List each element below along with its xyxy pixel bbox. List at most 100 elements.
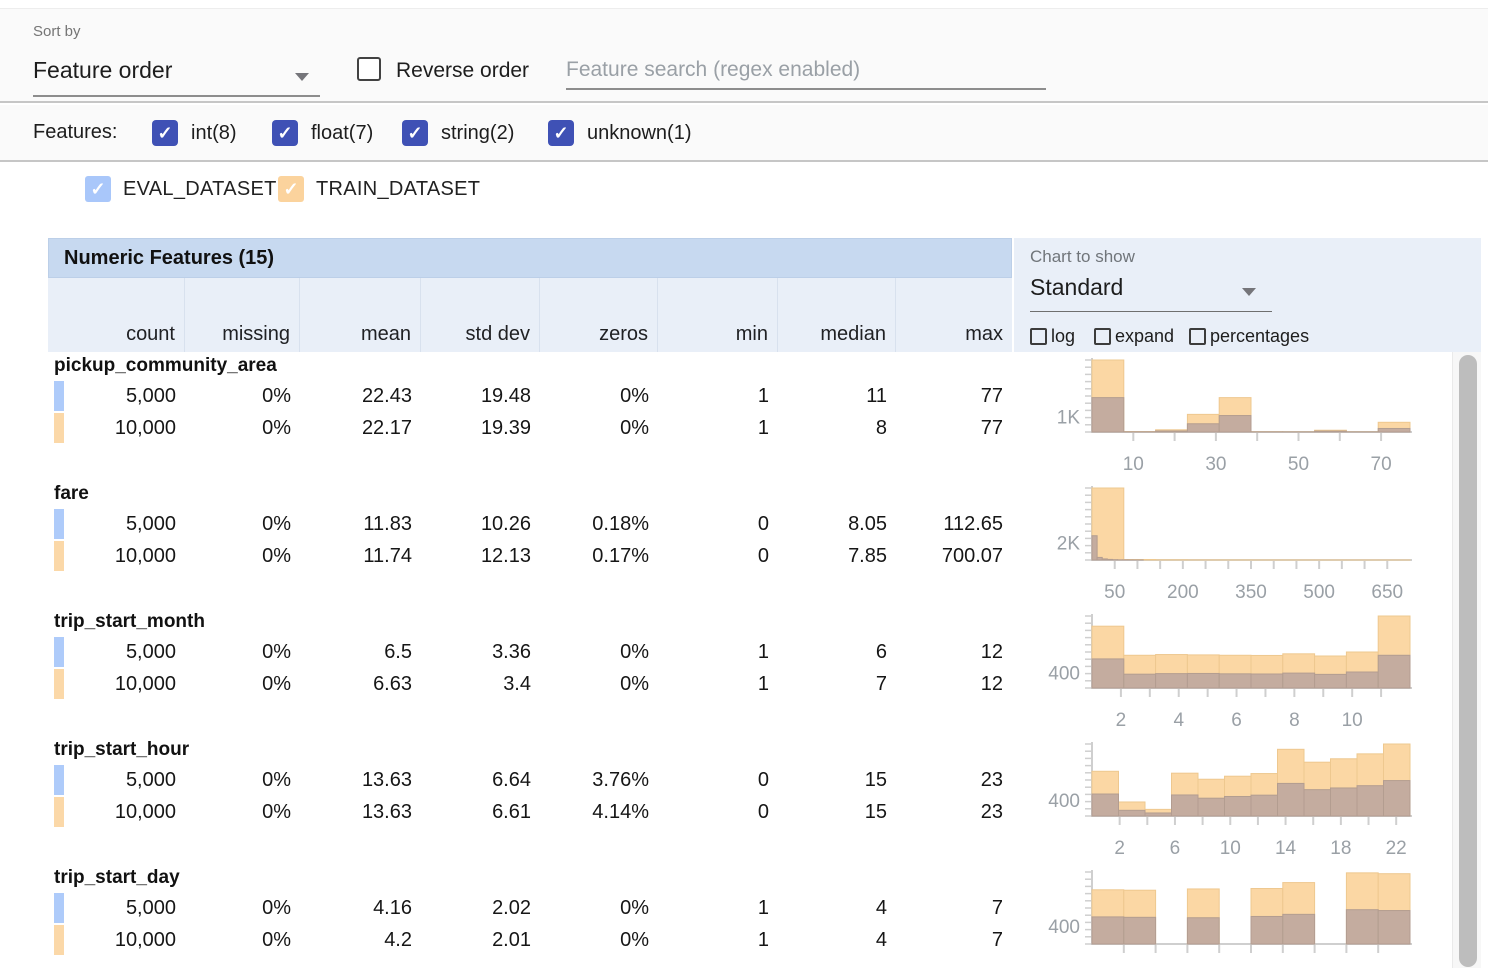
unknown-checkbox[interactable]: ✓	[548, 120, 574, 146]
cell-std-dev: 19.48	[480, 385, 531, 407]
search-input[interactable]: Feature search (regex enabled)	[566, 58, 861, 81]
check-icon: ✓	[407, 123, 423, 143]
histogram-trip-start-day: 400	[1048, 870, 1412, 953]
feature-name: pickup_community_area	[54, 355, 277, 376]
col-header-max: max	[965, 323, 1003, 345]
cell-median: 4	[875, 897, 887, 919]
x-tick-label: 70	[1371, 454, 1392, 475]
x-tick-label: 10	[1220, 838, 1241, 859]
check-icon: ✓	[277, 123, 293, 143]
cell-min: 1	[757, 641, 769, 663]
train-dataset-marker	[54, 413, 64, 443]
histogram-bar-eval_dataset	[1224, 795, 1252, 817]
cell-missing: 0%	[262, 385, 291, 407]
table-row: 5,000 0% 4.16 2.02 0% 1 4 7	[48, 892, 1012, 924]
feature-type-int: ✓ int(8)	[152, 120, 237, 146]
histogram-bar-eval_dataset	[1118, 809, 1146, 817]
check-icon: ✓	[553, 123, 569, 143]
histogram-bar-eval_dataset	[1101, 558, 1108, 561]
table-row: 5,000 0% 11.83 10.26 0.18% 0 8.05 112.65	[48, 508, 1012, 540]
histogram-bar-eval_dataset	[1186, 672, 1220, 689]
eval-dataset-checkbox[interactable]: ✓	[85, 176, 111, 202]
table-row: 10,000 0% 4.2 2.01 0% 1 4 7	[48, 924, 1012, 956]
cell-min: 1	[757, 385, 769, 407]
cell-missing: 0%	[262, 545, 291, 567]
log-option: log	[1030, 326, 1075, 347]
percentages-label: percentages	[1210, 326, 1310, 346]
cell-zeros: 0%	[620, 417, 649, 439]
cell-max: 12	[980, 673, 1003, 695]
cell-max: 7	[991, 897, 1003, 919]
check-icon: ✓	[157, 123, 173, 143]
cell-median: 4	[875, 929, 887, 951]
cell-std-dev: 10.26	[480, 513, 531, 535]
cell-std-dev: 2.01	[492, 929, 531, 951]
train-dataset-marker	[54, 797, 64, 827]
chart-type-select[interactable]: Standard	[1030, 274, 1124, 300]
feature-name: trip_start_month	[54, 611, 205, 632]
chart-controls-panel: Chart to show Standard log expand percen…	[1012, 238, 1481, 352]
cell-zeros: 4.14%	[592, 801, 649, 823]
x-tick-label: 500	[1303, 582, 1335, 603]
table-row: 10,000 0% 22.17 19.39 0% 1 8 77	[48, 412, 1012, 444]
col-header-zeros: zeros	[540, 278, 658, 352]
table-row: 5,000 0% 22.43 19.48 0% 1 11 77	[48, 380, 1012, 412]
y-axis-label: 2K	[1057, 533, 1081, 554]
histogram-bar-eval_dataset	[1197, 797, 1226, 817]
feature-block-pickup-community-area: pickup_community_area 5,000 0% 22.43 19.48 0…	[0, 352, 1488, 480]
x-tick-label: 18	[1330, 838, 1351, 859]
train-dataset-checkbox[interactable]: ✓	[278, 176, 304, 202]
cell-mean: 11.83	[363, 513, 412, 535]
string-label: string(2)	[441, 121, 515, 144]
cell-mean: 6.5	[384, 641, 412, 663]
histogram-bar-eval_dataset	[1377, 427, 1411, 433]
table-row: 5,000 0% 13.63 6.64 3.76% 0 15 23	[48, 764, 1012, 796]
x-tick-label: 6	[1170, 838, 1181, 859]
cell-zeros: 0%	[620, 385, 649, 407]
sort-by-select[interactable]: Feature order	[33, 57, 173, 83]
x-tick-label: 4	[1173, 710, 1184, 731]
y-axis-label: 400	[1048, 663, 1080, 684]
feature-block-trip-start-hour: trip_start_hour 5,000 0% 13.63 6.64 3.76% 0 15…	[0, 736, 1488, 864]
cell-std-dev: 3.4	[503, 673, 531, 695]
expand-checkbox[interactable]	[1094, 328, 1111, 345]
y-axis-label: 1K	[1057, 407, 1081, 428]
scrollbar-thumb[interactable]	[1459, 355, 1477, 967]
x-tick-label: 2	[1114, 838, 1125, 859]
reverse-order-checkbox[interactable]	[357, 57, 381, 81]
percentages-option: percentages	[1189, 326, 1309, 347]
float-checkbox[interactable]: ✓	[272, 120, 298, 146]
cell-missing: 0%	[262, 897, 291, 919]
cell-min: 0	[757, 545, 769, 567]
train-dataset-marker	[54, 541, 64, 571]
cell-max: 112.65	[943, 513, 1003, 535]
table-title: Numeric Features (15)	[64, 247, 275, 269]
histogram-bar-eval_dataset	[1091, 535, 1098, 561]
int-checkbox[interactable]: ✓	[152, 120, 178, 146]
log-checkbox[interactable]	[1030, 328, 1047, 345]
check-icon: ✓	[283, 179, 299, 199]
features-filter-bar: Features: ✓ int(8) ✓ float(7) ✓ string(2…	[0, 105, 1488, 162]
cell-mean: 13.63	[361, 769, 412, 791]
eval-dataset-marker	[54, 765, 64, 795]
cell-zeros: 0%	[620, 641, 649, 663]
histogram-bar-eval_dataset	[1330, 787, 1358, 817]
x-tick-label: 8	[1289, 710, 1300, 731]
cell-max: 700.07	[941, 545, 1003, 567]
histogram-bar-eval_dataset	[1096, 556, 1103, 561]
eval-dataset-marker	[54, 637, 64, 667]
cell-mean: 4.16	[373, 897, 412, 919]
histogram-bar-eval_dataset	[1186, 423, 1220, 433]
cell-mean: 13.63	[361, 801, 412, 823]
expand-option: expand	[1094, 326, 1174, 347]
cell-median: 8.05	[848, 513, 887, 535]
table-row: 10,000 0% 13.63 6.61 4.14% 0 15 23	[48, 796, 1012, 828]
features-label: Features:	[33, 121, 118, 143]
string-checkbox[interactable]: ✓	[402, 120, 428, 146]
feature-block-trip-start-month: trip_start_month 5,000 0% 6.5 3.36 0% 1 6 12 10…	[0, 608, 1488, 736]
percentages-checkbox[interactable]	[1189, 328, 1206, 345]
histogram-bar-eval_dataset	[1345, 909, 1379, 945]
cell-zeros: 3.76%	[592, 769, 649, 791]
histogram-trip-start-hour: 2 6 10 14 18 22 400	[1048, 742, 1412, 859]
cell-median: 6	[875, 641, 887, 663]
